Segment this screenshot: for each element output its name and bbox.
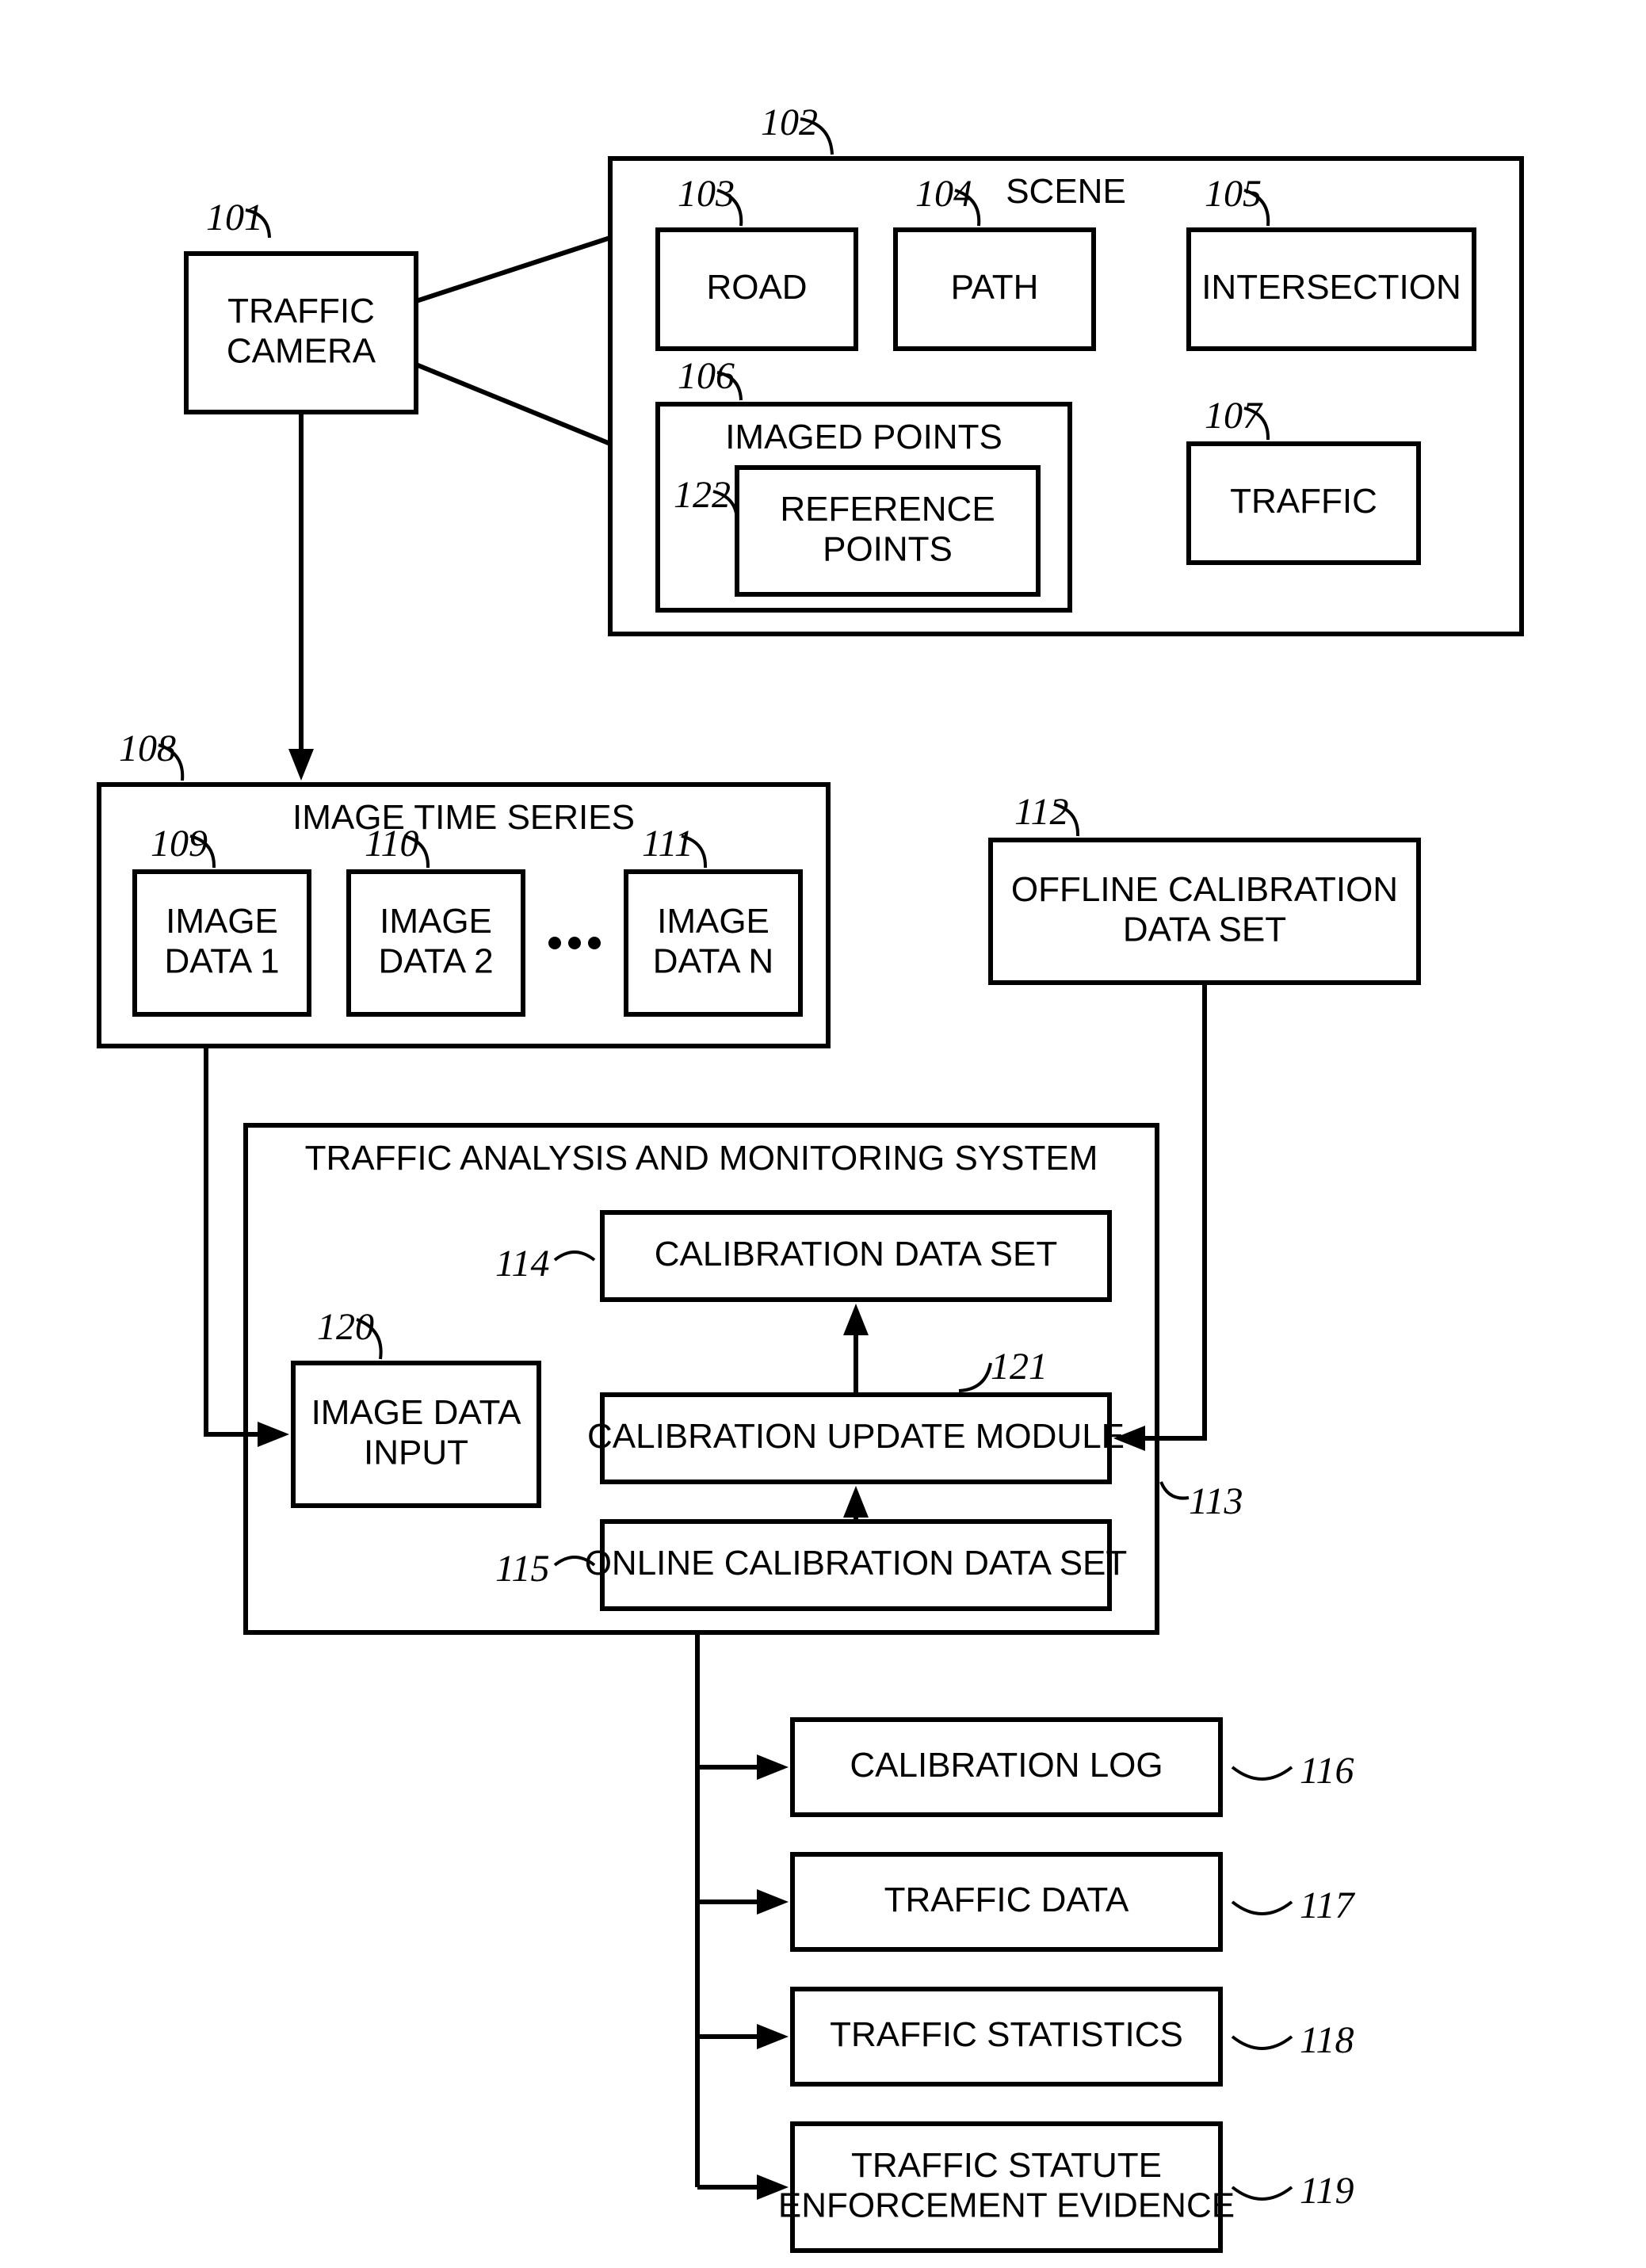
svg-text:DATA 2: DATA 2: [378, 941, 493, 980]
svg-text:110: 110: [365, 823, 418, 865]
svg-text:IMAGE: IMAGE: [380, 902, 492, 941]
svg-text:DATA N: DATA N: [653, 941, 773, 980]
svg-text:SCENE: SCENE: [1006, 172, 1126, 211]
svg-text:TRAFFIC ANALYSIS AND MONITORIN: TRAFFIC ANALYSIS AND MONITORING SYSTEM: [305, 1139, 1098, 1178]
svg-text:INPUT: INPUT: [364, 1433, 468, 1472]
svg-text:DATA 1: DATA 1: [164, 941, 279, 980]
svg-text:TRAFFIC STATUTE: TRAFFIC STATUTE: [851, 2146, 1162, 2185]
system-diagram: SCENE IMAGE TIME SERIES TRAFFIC ANALYSIS A…: [0, 0, 1646, 2268]
svg-text:120: 120: [317, 1306, 374, 1348]
svg-text:CALIBRATION LOG: CALIBRATION LOG: [850, 1746, 1163, 1785]
svg-text:115: 115: [495, 1548, 549, 1590]
svg-text:TRAFFIC: TRAFFIC: [227, 292, 375, 330]
svg-text:101: 101: [206, 197, 263, 239]
svg-text:DATA SET: DATA SET: [1123, 910, 1286, 949]
svg-text:CALIBRATION UPDATE MODULE: CALIBRATION UPDATE MODULE: [587, 1417, 1125, 1456]
svg-text:107: 107: [1205, 395, 1263, 437]
svg-text:IMAGE DATA: IMAGE DATA: [311, 1393, 521, 1432]
svg-text:CAMERA: CAMERA: [227, 331, 376, 370]
svg-text:121: 121: [991, 1346, 1048, 1388]
svg-text:INTERSECTION: INTERSECTION: [1201, 268, 1461, 307]
svg-text:114: 114: [495, 1243, 549, 1285]
svg-text:ROAD: ROAD: [706, 268, 807, 307]
svg-text:TRAFFIC DATA: TRAFFIC DATA: [884, 1880, 1129, 1919]
svg-text:IMAGE TIME SERIES: IMAGE TIME SERIES: [292, 798, 635, 837]
svg-text:111: 111: [642, 823, 693, 865]
svg-text:113: 113: [1189, 1480, 1243, 1522]
svg-text:118: 118: [1300, 2019, 1354, 2061]
svg-text:ONLINE CALIBRATION DATA SET: ONLINE CALIBRATION DATA SET: [585, 1544, 1128, 1583]
svg-text:116: 116: [1300, 1750, 1354, 1792]
svg-text:112: 112: [1014, 791, 1068, 833]
svg-text:TRAFFIC: TRAFFIC: [1230, 482, 1377, 521]
svg-text:119: 119: [1300, 2170, 1354, 2212]
svg-text:IMAGED POINTS: IMAGED POINTS: [725, 418, 1002, 456]
svg-text:OFFLINE CALIBRATION: OFFLINE CALIBRATION: [1011, 870, 1398, 909]
svg-text:PATH: PATH: [951, 268, 1039, 307]
svg-text:CALIBRATION DATA SET: CALIBRATION DATA SET: [655, 1235, 1058, 1273]
svg-text:IMAGE: IMAGE: [166, 902, 278, 941]
svg-text:REFERENCE: REFERENCE: [780, 490, 995, 529]
svg-text:117: 117: [1300, 1884, 1355, 1926]
svg-text:ENFORCEMENT EVIDENCE: ENFORCEMENT EVIDENCE: [778, 2186, 1235, 2224]
svg-text:POINTS: POINTS: [823, 529, 953, 568]
svg-text:IMAGE: IMAGE: [657, 902, 770, 941]
svg-text:TRAFFIC STATISTICS: TRAFFIC STATISTICS: [830, 2015, 1183, 2054]
svg-text:109: 109: [151, 823, 208, 865]
